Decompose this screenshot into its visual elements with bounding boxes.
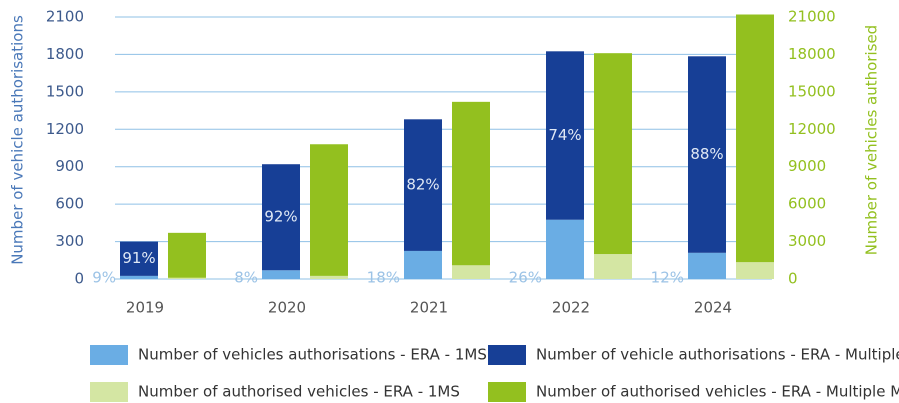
y-tick-label: 600: [55, 195, 84, 213]
x-tick-label: 2022: [552, 299, 590, 317]
y2-tick-label: 21000: [788, 8, 836, 26]
x-tick-label: 2020: [268, 299, 306, 317]
y2-tick-label: 0: [788, 270, 798, 288]
bar-segment: [688, 252, 726, 279]
y2-axis-title: Number of vehicles authorised: [863, 25, 881, 255]
y2-tick-label: 12000: [788, 120, 836, 138]
bar-segment: [452, 101, 490, 266]
y2-tick-label: 18000: [788, 45, 836, 63]
y-tick-label: 1800: [46, 45, 84, 63]
y-tick-label: 0: [74, 270, 84, 288]
bar-segment: [168, 277, 206, 279]
x-tick-label: 2021: [410, 299, 448, 317]
bar-segment: [168, 232, 206, 278]
legend-swatch: [488, 345, 526, 365]
share-label: 88%: [690, 145, 723, 163]
legend-label: Number of vehicles authorisations - ERA …: [138, 346, 487, 364]
legend-label: Number of authorised vehicles - ERA - 1M…: [138, 383, 460, 401]
legend-label: Number of vehicle authorisations - ERA -…: [536, 346, 899, 364]
share-label: 18%: [367, 269, 400, 287]
share-label: 9%: [92, 269, 116, 287]
share-label: 12%: [651, 269, 684, 287]
bar-segment: [404, 250, 442, 279]
bar-segment: [546, 219, 584, 279]
share-label: 8%: [234, 269, 258, 287]
bar-segment: [310, 144, 348, 276]
y2-tick-label: 3000: [788, 232, 826, 250]
share-label: 92%: [264, 208, 297, 226]
bar-segment: [120, 241, 158, 276]
share-label: 82%: [406, 176, 439, 194]
bar-segment: [594, 254, 632, 279]
y2-tick-label: 9000: [788, 157, 826, 175]
legend-swatch: [90, 382, 128, 402]
bar-segment: [736, 262, 774, 279]
legend-swatch: [488, 382, 526, 402]
bar-segment: [404, 119, 442, 251]
y-axis-title: Number of vehicle authorisations: [9, 15, 27, 265]
bar-segment: [452, 265, 490, 279]
y2-tick-label: 6000: [788, 195, 826, 213]
x-tick-label: 2024: [694, 299, 732, 317]
y-tick-label: 1500: [46, 82, 84, 100]
y-tick-label: 2100: [46, 8, 84, 26]
bar-segment: [688, 56, 726, 253]
bar-segment: [736, 14, 774, 263]
y-tick-label: 1200: [46, 120, 84, 138]
x-tick-label: 2019: [126, 299, 164, 317]
legend-label: Number of authorised vehicles - ERA - Mu…: [536, 383, 899, 401]
bar-segment: [120, 275, 158, 279]
y2-tick-label: 15000: [788, 82, 836, 100]
share-label: 91%: [122, 249, 155, 267]
bar-segment: [594, 53, 632, 255]
bar-segment: [262, 270, 300, 279]
legend-swatch: [90, 345, 128, 365]
y-tick-label: 300: [55, 232, 84, 250]
bar-segment: [546, 51, 584, 220]
share-label: 26%: [509, 269, 542, 287]
share-label: 74%: [548, 126, 581, 144]
bar-segment: [262, 164, 300, 271]
y-tick-label: 900: [55, 157, 84, 175]
bar-segment: [310, 275, 348, 279]
